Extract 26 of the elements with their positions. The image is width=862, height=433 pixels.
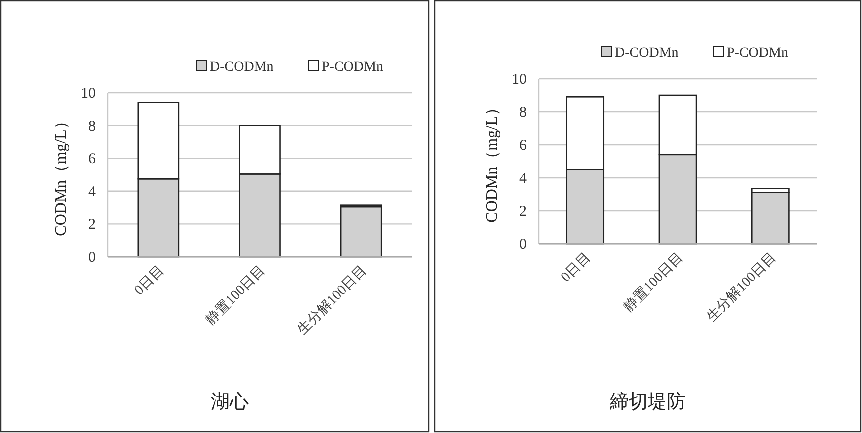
y-tick-label: 2	[520, 204, 527, 220]
x-tick-label: 生分解100日目	[294, 262, 370, 338]
legend-label: D-CODMn	[615, 46, 679, 61]
y-tick-label: 8	[88, 118, 96, 135]
x-axis-title: 湖心	[211, 391, 249, 413]
legend-label: D-CODMn	[210, 60, 274, 75]
x-tick-label: 0日目	[558, 250, 594, 286]
y-tick-label: 6	[88, 152, 96, 168]
y-tick-label: 0	[88, 250, 96, 266]
y-tick-label: 6	[520, 138, 528, 154]
x-axis-title: 締切堤防	[609, 392, 686, 413]
legend-label: P-CODMn	[727, 46, 788, 61]
x-tick-label: 静置100日目	[203, 262, 269, 328]
x-tick-label: 0日目	[132, 263, 168, 299]
y-tick-label: 4	[520, 171, 528, 187]
y-tick-label: 0	[520, 237, 527, 253]
y-tick-label: 10	[81, 86, 96, 102]
y-tick-label: 8	[520, 105, 527, 121]
y-axis-title: CODMn（mg/L）	[53, 114, 70, 236]
y-axis-title: CODMn（mg/L）	[484, 100, 501, 223]
y-tick-label: 2	[88, 217, 96, 234]
y-tick-label: 10	[512, 72, 527, 88]
y-tick-label: 4	[88, 184, 96, 200]
x-tick-label: 静置100日目	[621, 250, 687, 316]
legend-label: P-CODMn	[322, 60, 384, 75]
x-tick-label: 生分解100日目	[704, 250, 780, 326]
